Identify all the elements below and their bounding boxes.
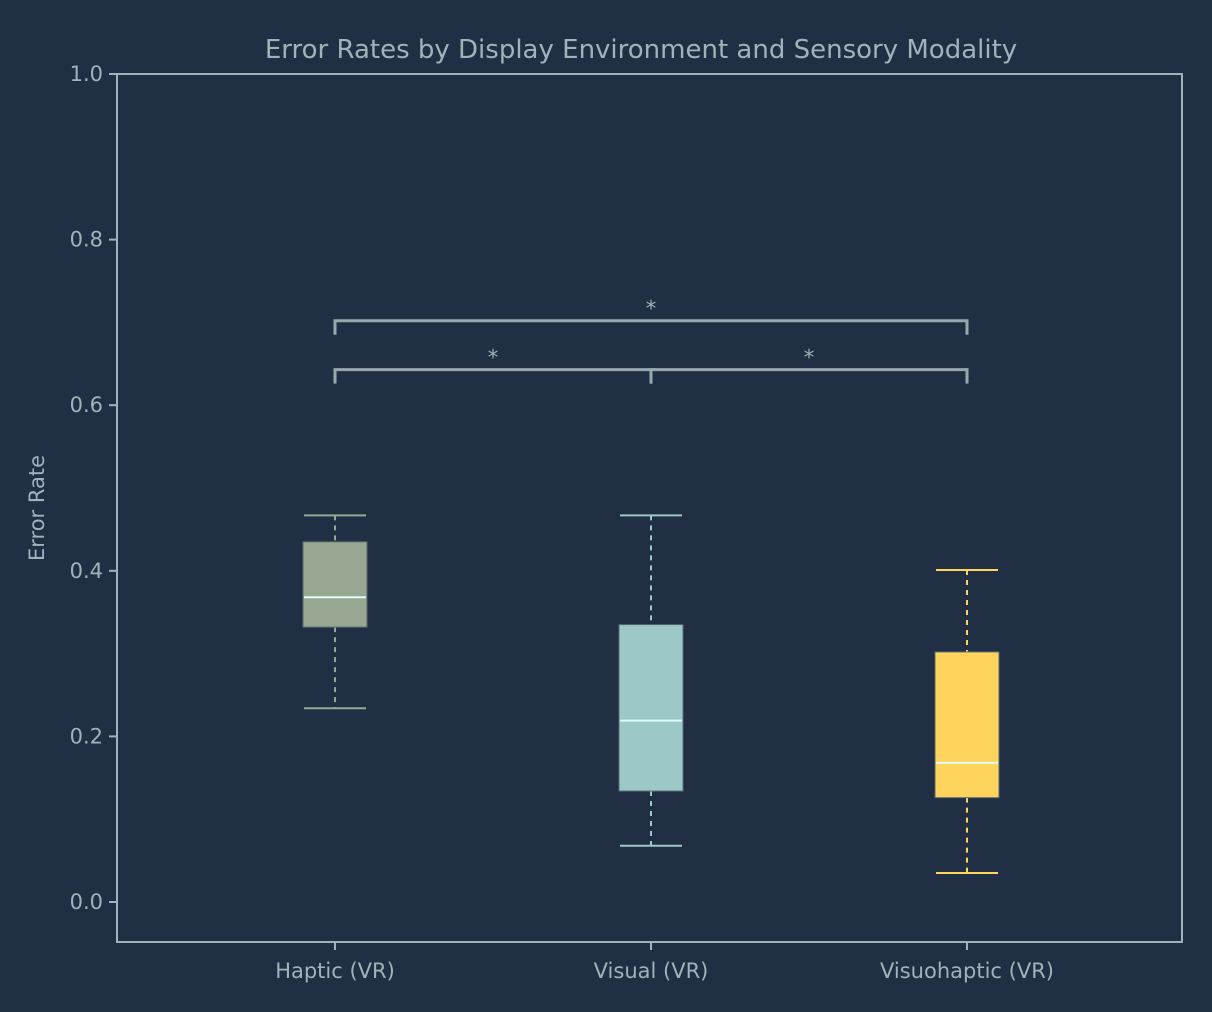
box (302, 541, 368, 628)
significance-bracket (333, 319, 969, 335)
significance-label: * (804, 346, 815, 370)
significance-label: * (488, 346, 499, 370)
box (934, 651, 1000, 799)
significance-bracket (333, 368, 653, 384)
x-tick-label: Visual (VR) (594, 959, 709, 983)
y-tick-label: 0.4 (70, 559, 103, 583)
y-tick-label: 0.2 (70, 724, 103, 748)
y-axis-label: Error Rate (25, 455, 49, 561)
plot-frame (116, 73, 1183, 943)
y-tick-label: 0.8 (70, 228, 103, 252)
significance-bracket (649, 368, 969, 384)
significance-label: * (646, 297, 657, 321)
y-tick-label: 0.0 (70, 890, 103, 914)
x-tick-label: Visuohaptic (VR) (880, 959, 1054, 983)
y-tick-label: 0.6 (70, 393, 103, 417)
y-tick-label: 1.0 (70, 62, 103, 86)
box (618, 624, 684, 792)
chart-title: Error Rates by Display Environment and S… (265, 35, 1017, 65)
x-tick-label: Haptic (VR) (275, 959, 395, 983)
